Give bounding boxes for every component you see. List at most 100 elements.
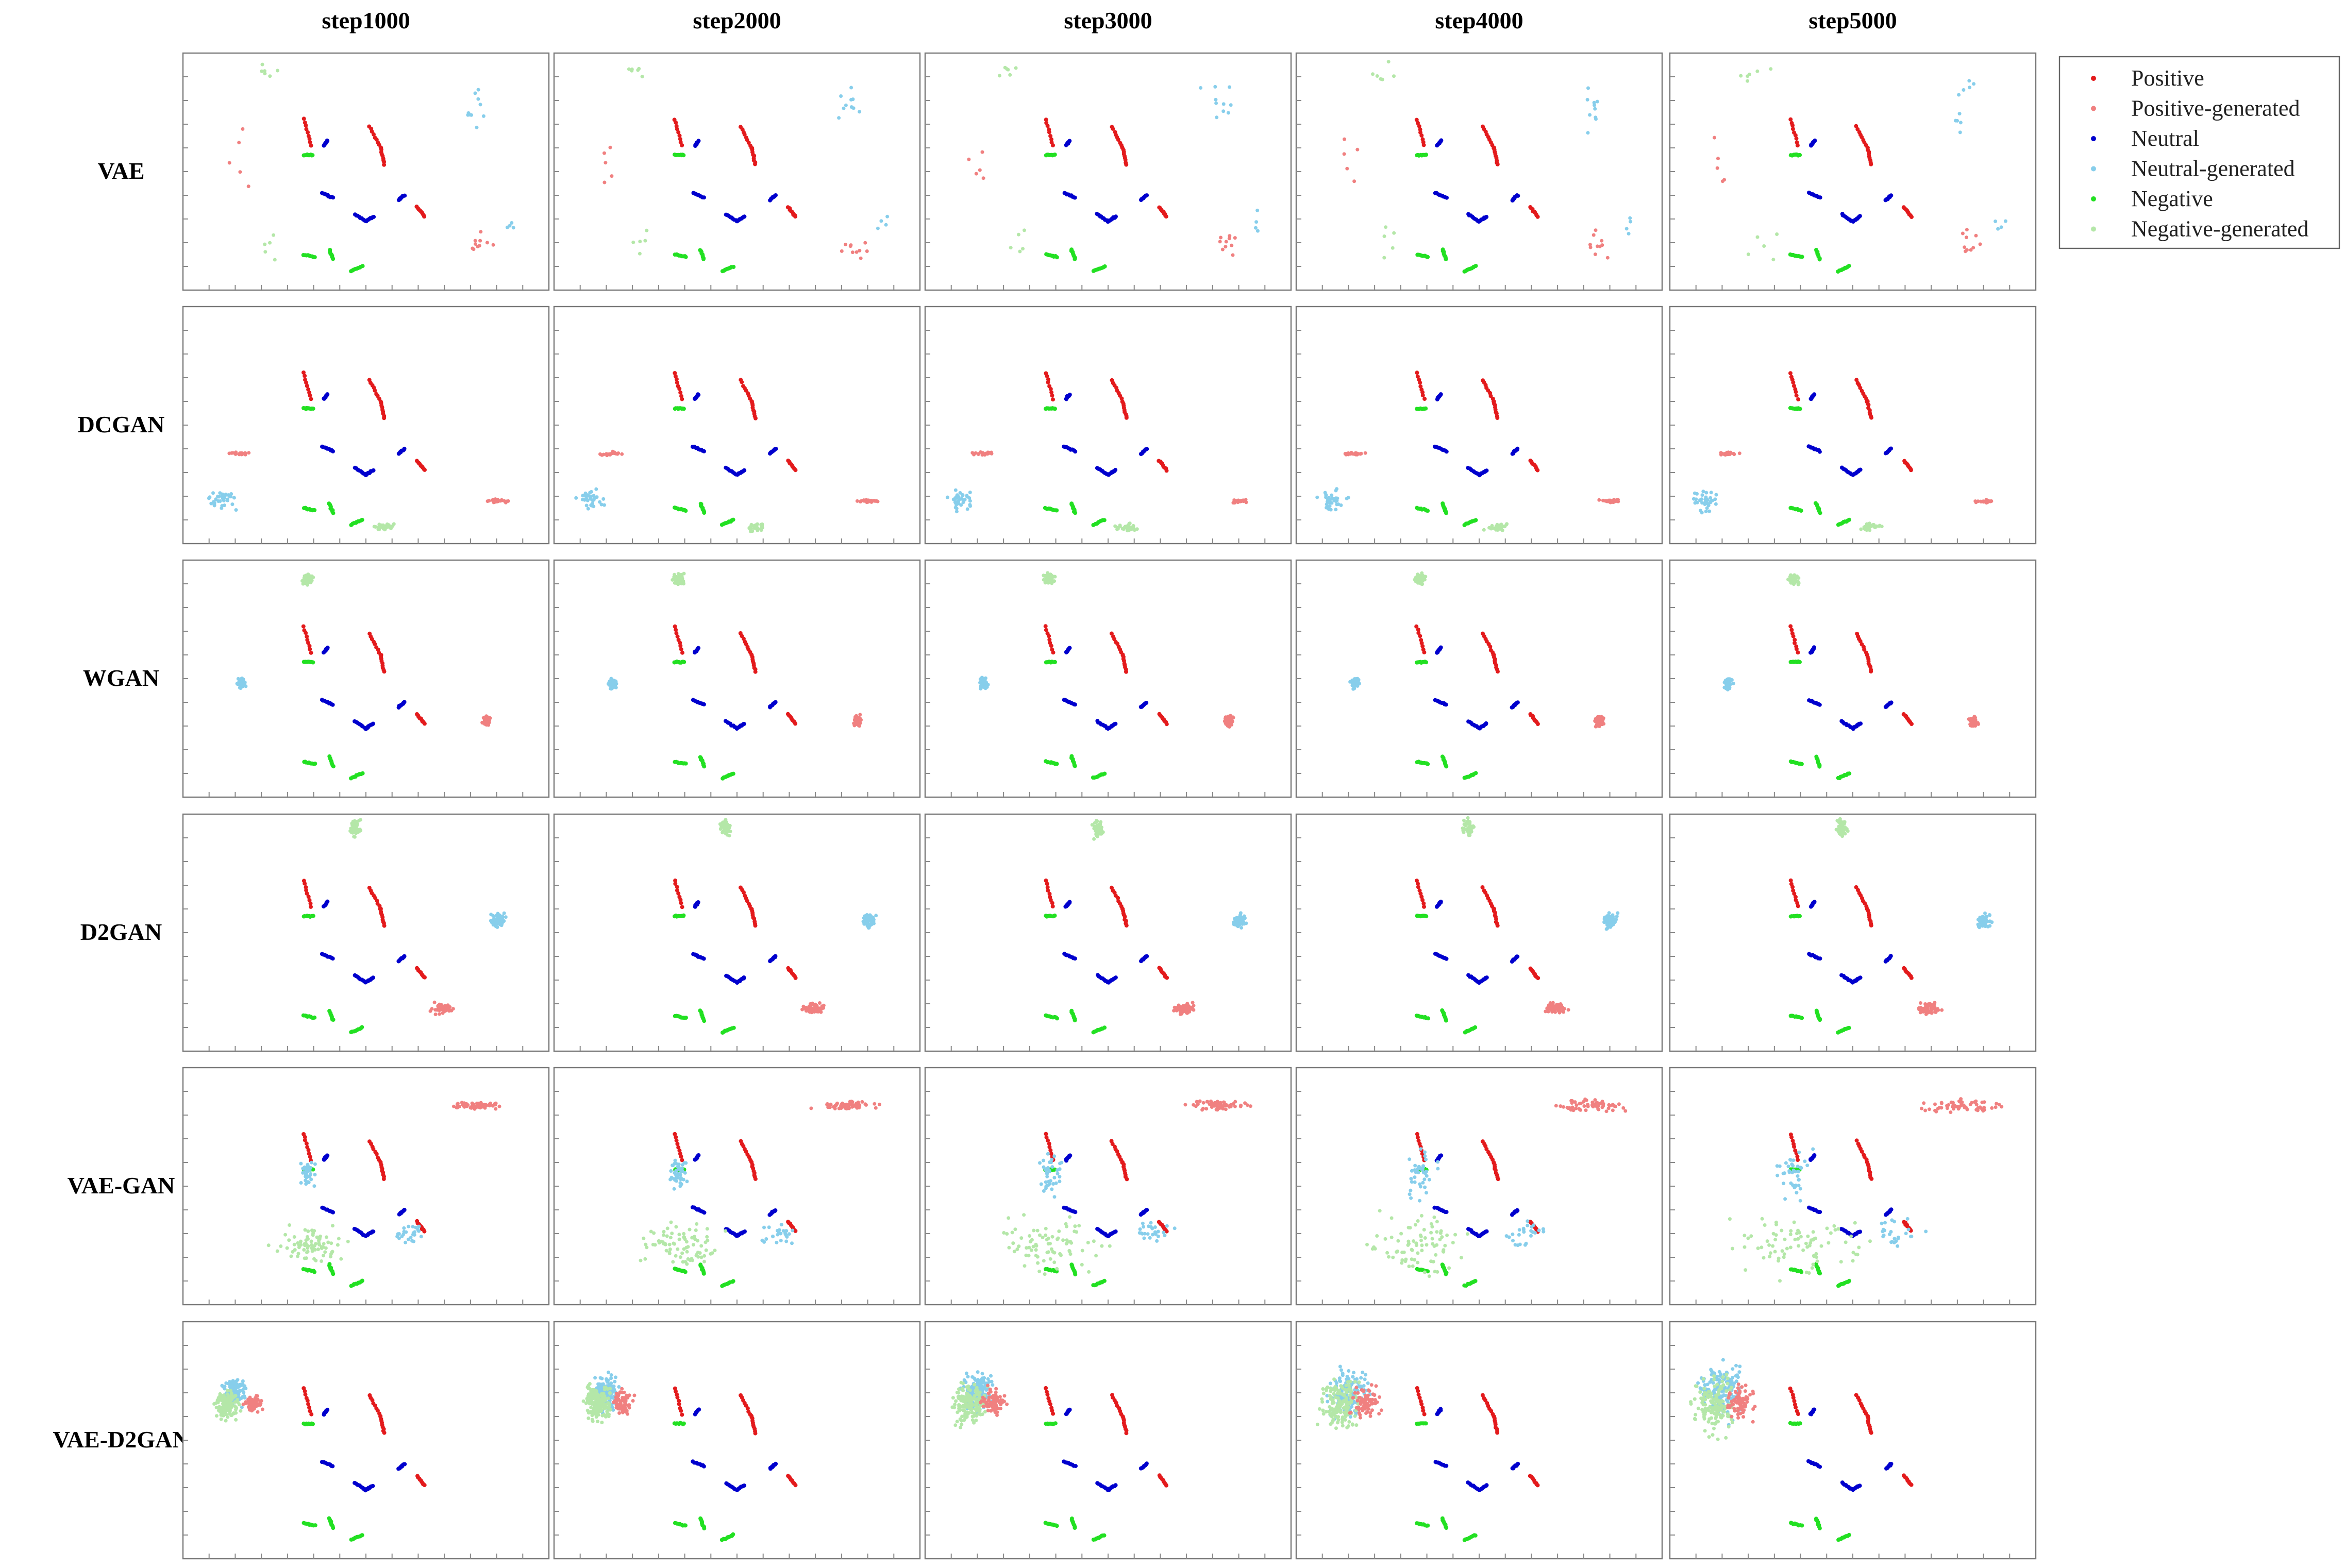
point-positive-generated: [1732, 451, 1736, 456]
panel-frame: [182, 813, 550, 1052]
point-neutral-generated: [1968, 86, 1972, 90]
point-positive-generated: [809, 1003, 813, 1007]
point-positive-generated: [1713, 136, 1716, 140]
point-negative-generated: [268, 74, 272, 78]
point-neutral-generated: [849, 98, 853, 102]
point-neutral: [1516, 193, 1520, 198]
point-negative: [1424, 660, 1429, 665]
point-negative-generated: [1793, 574, 1797, 578]
point-positive-generated: [840, 249, 844, 253]
point-negative: [684, 1016, 688, 1020]
point-neutral-generated: [1255, 229, 1260, 233]
point-neutral-generated: [1609, 924, 1613, 928]
point-neutral-generated: [844, 103, 848, 107]
point-neutral-generated: [1327, 496, 1331, 500]
point-neutral: [325, 899, 330, 904]
point-neutral-generated: [1214, 101, 1218, 105]
point-neutral-generated: [611, 681, 615, 685]
point-neutral-generated: [1254, 220, 1259, 224]
point-positive: [422, 214, 427, 219]
point-neutral-generated: [1615, 914, 1619, 918]
point-neutral-generated: [1594, 117, 1598, 121]
point-negative: [1073, 764, 1077, 768]
panel-wgan-step1000: [182, 559, 550, 798]
point-positive-generated: [980, 150, 984, 154]
panel-frame: [924, 813, 1292, 1052]
point-negative: [682, 660, 686, 664]
point-neutral-generated: [1704, 491, 1708, 495]
point-positive: [1535, 214, 1540, 219]
point-positive-generated: [485, 241, 489, 245]
point-negative-generated: [1490, 524, 1494, 528]
point-negative: [731, 265, 736, 269]
point-neutral-generated: [1336, 502, 1341, 506]
point-negative: [1054, 762, 1059, 766]
point-neutral-generated: [1700, 493, 1704, 497]
point-positive: [793, 721, 798, 726]
point-positive: [753, 162, 757, 166]
point-neutral-generated: [1324, 495, 1328, 499]
point-neutral-generated: [224, 493, 228, 496]
point-neutral-generated: [500, 914, 505, 918]
point-neutral: [1444, 702, 1448, 707]
point-positive: [1788, 624, 1793, 629]
point-neutral-generated: [1602, 917, 1606, 921]
point-negative-generated: [1762, 244, 1766, 248]
point-positive: [373, 388, 377, 393]
point-positive-generated: [247, 451, 251, 455]
point-negative-generated: [1391, 246, 1395, 250]
point-positive: [1045, 124, 1050, 128]
point-negative: [683, 255, 688, 259]
point-neutral: [331, 449, 335, 453]
point-negative: [731, 771, 735, 776]
point-positive-generated: [1546, 1009, 1550, 1014]
panel-d2gan-step3000: [924, 813, 1292, 1052]
point-positive-generated: [1613, 498, 1617, 502]
point-positive: [306, 895, 311, 899]
point-neutral: [1484, 468, 1489, 473]
point-negative-generated: [1873, 525, 1878, 529]
point-negative-generated: [675, 579, 679, 583]
point-neutral-generated: [607, 682, 610, 686]
point-neutral: [325, 138, 329, 143]
point-negative: [702, 1019, 707, 1023]
point-positive-generated: [1192, 1004, 1196, 1008]
point-neutral-generated: [1700, 497, 1704, 501]
point-neutral-generated: [1708, 496, 1713, 500]
point-positive-generated: [439, 1006, 443, 1010]
point-negative-generated: [1792, 579, 1796, 583]
point-neutral-generated: [1996, 227, 2000, 231]
point-positive-generated: [229, 451, 233, 455]
point-positive-generated: [1595, 721, 1599, 725]
point-neutral: [402, 954, 407, 958]
point-neutral-generated: [1957, 93, 1961, 97]
point-neutral: [1858, 467, 1863, 472]
point-positive: [372, 132, 376, 137]
point-positive: [1788, 117, 1793, 122]
point-positive-generated: [806, 1008, 810, 1013]
point-negative-generated: [379, 523, 383, 527]
point-positive: [1124, 923, 1129, 928]
point-positive: [1869, 669, 1873, 673]
point-negative-generated: [1098, 824, 1102, 828]
point-neutral-generated: [954, 507, 959, 511]
point-negative-generated: [1775, 232, 1779, 236]
point-negative-generated: [721, 831, 725, 835]
point-positive-generated: [865, 249, 869, 253]
point-neutral: [1438, 392, 1443, 397]
point-neutral-generated: [511, 226, 515, 230]
point-neutral-generated: [239, 683, 243, 687]
point-positive-generated: [859, 256, 863, 260]
point-positive: [1495, 162, 1500, 166]
point-positive: [678, 390, 683, 395]
point-neutral-generated: [1199, 86, 1203, 90]
point-negative-generated: [640, 75, 644, 79]
point-negative-generated: [268, 241, 272, 245]
point-neutral-generated: [1593, 107, 1597, 111]
point-neutral-generated: [965, 507, 969, 511]
point-positive: [305, 384, 309, 388]
point-negative-generated: [680, 578, 684, 582]
point-positive-generated: [1345, 166, 1349, 171]
point-neutral-generated: [864, 922, 868, 926]
point-neutral-generated: [475, 125, 479, 129]
